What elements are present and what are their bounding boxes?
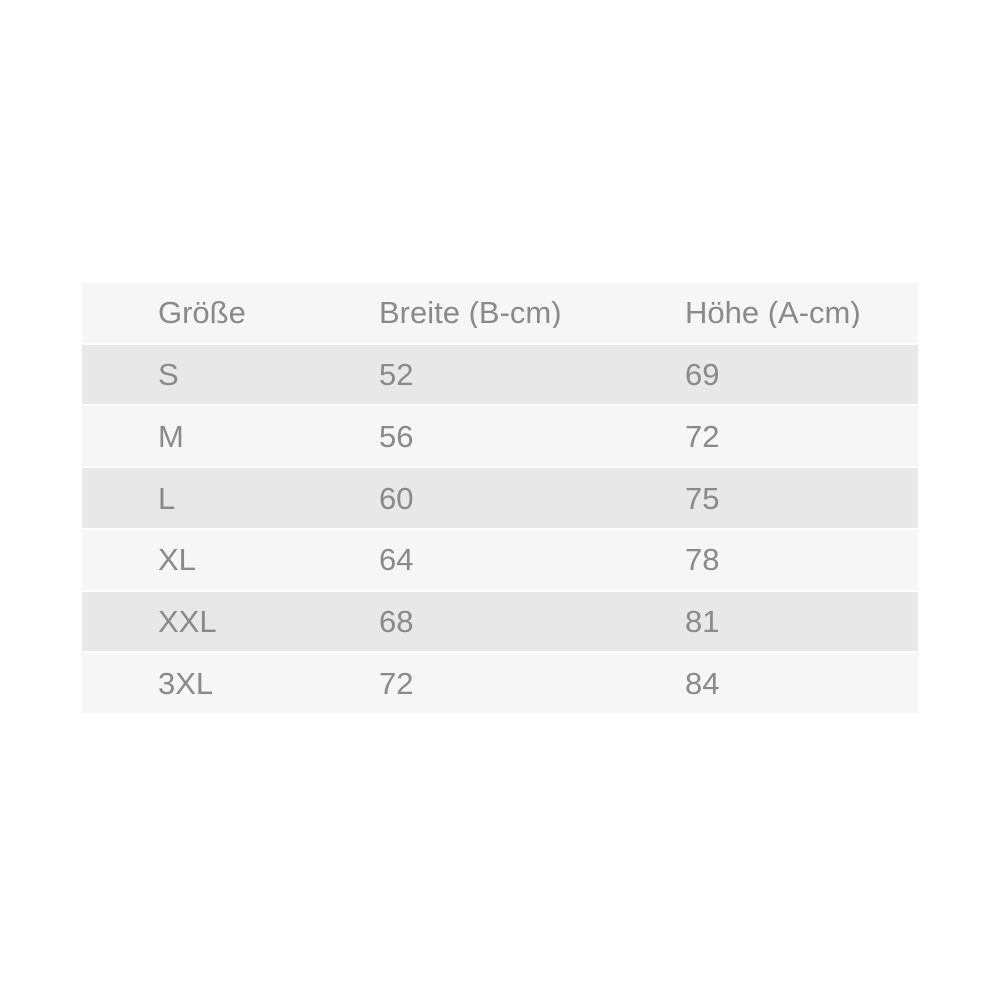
cell-breite: 72 (379, 667, 414, 699)
cell-hoehe: 72 (685, 420, 720, 452)
header-cell-breite: Breite (B-cm) (379, 297, 562, 329)
cell-size: XL (158, 544, 196, 576)
cell-hoehe: 78 (685, 544, 720, 576)
cell-hoehe: 84 (685, 667, 720, 699)
cell-breite: 64 (379, 544, 414, 576)
table-row-s: S 52 69 (82, 344, 918, 407)
table-row-3xl: 3XL 72 84 (82, 653, 918, 714)
cell-size: 3XL (158, 667, 214, 699)
cell-size: M (158, 420, 184, 452)
size-table: Größe Breite (B-cm) Höhe (A-cm) S 52 69 … (82, 283, 918, 714)
cell-hoehe: 81 (685, 605, 720, 637)
cell-breite: 60 (379, 482, 414, 514)
cell-breite: 52 (379, 359, 414, 391)
cell-size: L (158, 482, 176, 514)
cell-size: XXL (158, 605, 217, 637)
table-row-xl: XL 64 78 (82, 529, 918, 592)
table-row-xxl: XXL 68 81 (82, 591, 918, 654)
table-header-row: Größe Breite (B-cm) Höhe (A-cm) (82, 283, 918, 345)
cell-breite: 56 (379, 420, 414, 452)
header-cell-groesse: Größe (158, 297, 246, 329)
cell-hoehe: 75 (685, 482, 720, 514)
cell-hoehe: 69 (685, 359, 720, 391)
table-row-l: L 60 75 (82, 468, 918, 530)
cell-size: S (158, 359, 179, 391)
header-cell-hoehe: Höhe (A-cm) (685, 297, 861, 329)
cell-breite: 68 (379, 605, 414, 637)
table-row-m: M 56 72 (82, 406, 918, 469)
